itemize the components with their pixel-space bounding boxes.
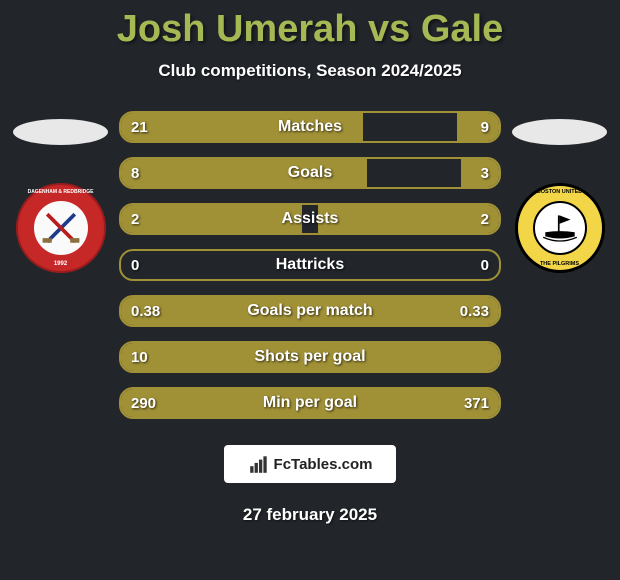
- bar-label: Goals per match: [121, 297, 499, 325]
- bar-right-value: 0.33: [460, 297, 489, 325]
- left-badge-top-text: DAGENHAM & REDBRIDGE: [16, 189, 106, 195]
- bar-right-value: 0: [481, 251, 489, 279]
- left-side: DAGENHAM & REDBRIDGE 1992: [8, 111, 113, 433]
- bar-matches: 21 Matches 9: [119, 111, 501, 143]
- bar-label: Matches: [121, 113, 499, 141]
- date-text: 27 february 2025: [0, 505, 620, 525]
- bar-hattricks: 0 Hattricks 0: [119, 249, 501, 281]
- right-badge-icon: [539, 207, 581, 249]
- fctables-logo-text: FcTables.com: [274, 456, 373, 473]
- bars-column: 21 Matches 9 8 Goals 3 2 Assists 2: [113, 111, 507, 433]
- right-side: BOSTON UNITED THE PILGRIMS: [507, 111, 612, 433]
- bar-goals-per-match: 0.38 Goals per match 0.33: [119, 295, 501, 327]
- right-badge-top-text: BOSTON UNITED: [515, 189, 605, 195]
- bar-right-value: 371: [464, 389, 489, 417]
- bar-right-value: 9: [481, 113, 489, 141]
- bar-right-value: 3: [481, 159, 489, 187]
- fctables-logo: FcTables.com: [224, 445, 396, 483]
- left-team-badge: DAGENHAM & REDBRIDGE 1992: [16, 183, 106, 273]
- root: Josh Umerah vs Gale Club competitions, S…: [0, 0, 620, 580]
- fctables-logo-icon: [248, 453, 270, 475]
- bar-goals: 8 Goals 3: [119, 157, 501, 189]
- main-row: DAGENHAM & REDBRIDGE 1992 21 Matches 9 8…: [0, 111, 620, 433]
- bar-label: Hattricks: [121, 251, 499, 279]
- right-team-badge: BOSTON UNITED THE PILGRIMS: [515, 183, 605, 273]
- bar-label: Assists: [121, 205, 499, 233]
- bar-assists: 2 Assists 2: [119, 203, 501, 235]
- left-ellipse: [13, 119, 108, 145]
- bar-label: Goals: [121, 159, 499, 187]
- right-badge-bottom-text: THE PILGRIMS: [515, 261, 605, 267]
- season-subtitle: Club competitions, Season 2024/2025: [0, 61, 620, 81]
- bar-right-value: 2: [481, 205, 489, 233]
- left-badge-icon: [38, 205, 84, 251]
- page-title: Josh Umerah vs Gale: [0, 0, 620, 51]
- bar-min-per-goal: 290 Min per goal 371: [119, 387, 501, 419]
- left-badge-bottom-text: 1992: [16, 261, 106, 267]
- bar-label: Min per goal: [121, 389, 499, 417]
- bar-shots-per-goal: 10 Shots per goal: [119, 341, 501, 373]
- bar-label: Shots per goal: [121, 343, 499, 371]
- right-ellipse: [512, 119, 607, 145]
